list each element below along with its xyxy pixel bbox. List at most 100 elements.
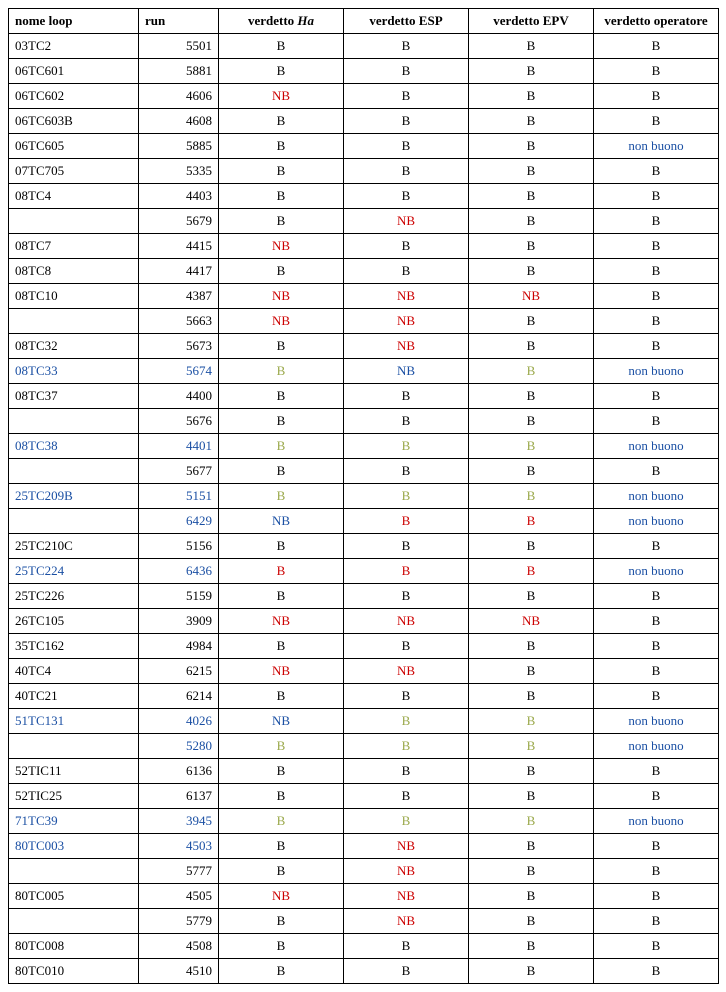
cell-epv: B	[469, 559, 594, 584]
table-row: 08TC335674BNBBnon buono	[9, 359, 719, 384]
table-row: 52TIC256137BBBB	[9, 784, 719, 809]
cell-esp: B	[344, 784, 469, 809]
cell-name: 25TC210C	[9, 534, 139, 559]
cell-run: 4503	[139, 834, 219, 859]
cell-run: 4400	[139, 384, 219, 409]
cell-esp: NB	[344, 859, 469, 884]
cell-run: 6136	[139, 759, 219, 784]
cell-name	[9, 459, 139, 484]
cell-op: non buono	[594, 359, 719, 384]
cell-epv: B	[469, 759, 594, 784]
cell-esp: B	[344, 159, 469, 184]
cell-op: B	[594, 609, 719, 634]
table-header-row: nome loop run verdetto Ha verdetto ESP v…	[9, 9, 719, 34]
table-row: 40TC46215NBNBBB	[9, 659, 719, 684]
table-row: 35TC1624984BBBB	[9, 634, 719, 659]
cell-esp: B	[344, 809, 469, 834]
table-row: 5663NBNBBB	[9, 309, 719, 334]
cell-run: 6215	[139, 659, 219, 684]
cell-name: 35TC162	[9, 634, 139, 659]
cell-op: B	[594, 184, 719, 209]
cell-run: 6436	[139, 559, 219, 584]
cell-epv: B	[469, 359, 594, 384]
cell-op: B	[594, 934, 719, 959]
cell-esp: B	[344, 384, 469, 409]
cell-ha: B	[219, 159, 344, 184]
cell-ha: B	[219, 384, 344, 409]
cell-name: 06TC605	[9, 134, 139, 159]
cell-op: non buono	[594, 509, 719, 534]
cell-op: B	[594, 684, 719, 709]
cell-epv: B	[469, 709, 594, 734]
table-row: 25TC210C5156BBBB	[9, 534, 719, 559]
cell-name: 08TC10	[9, 284, 139, 309]
cell-op: B	[594, 34, 719, 59]
cell-op: B	[594, 209, 719, 234]
cell-ha: NB	[219, 884, 344, 909]
cell-run: 4510	[139, 959, 219, 984]
cell-ha: NB	[219, 509, 344, 534]
cell-ha: NB	[219, 284, 344, 309]
cell-ha: B	[219, 534, 344, 559]
cell-ha: NB	[219, 84, 344, 109]
cell-esp: NB	[344, 309, 469, 334]
table-row: 80TC0034503BNBBB	[9, 834, 719, 859]
table-row: 80TC0104510BBBB	[9, 959, 719, 984]
cell-op: B	[594, 634, 719, 659]
cell-epv: B	[469, 534, 594, 559]
cell-name: 06TC601	[9, 59, 139, 84]
cell-run: 4608	[139, 109, 219, 134]
table-row: 08TC325673BNBBB	[9, 334, 719, 359]
cell-epv: B	[469, 809, 594, 834]
table-row: 08TC44403BBBB	[9, 184, 719, 209]
cell-esp: B	[344, 484, 469, 509]
cell-esp: B	[344, 759, 469, 784]
cell-op: B	[594, 334, 719, 359]
cell-esp: B	[344, 134, 469, 159]
cell-epv: B	[469, 384, 594, 409]
table-body: 03TC25501BBBB06TC6015881BBBB06TC6024606N…	[9, 34, 719, 984]
cell-epv: B	[469, 584, 594, 609]
cell-epv: B	[469, 684, 594, 709]
cell-epv: B	[469, 84, 594, 109]
cell-name	[9, 509, 139, 534]
cell-ha: B	[219, 634, 344, 659]
cell-op: non buono	[594, 734, 719, 759]
cell-run: 5777	[139, 859, 219, 884]
cell-name: 80TC005	[9, 884, 139, 909]
col-header-op: verdetto operatore	[594, 9, 719, 34]
cell-op: non buono	[594, 559, 719, 584]
table-row: 5679BNBBB	[9, 209, 719, 234]
table-row: 5777BNBBB	[9, 859, 719, 884]
cell-epv: B	[469, 34, 594, 59]
cell-ha: NB	[219, 234, 344, 259]
cell-run: 4415	[139, 234, 219, 259]
cell-run: 5156	[139, 534, 219, 559]
cell-name: 03TC2	[9, 34, 139, 59]
cell-epv: B	[469, 859, 594, 884]
table-row: 26TC1053909NBNBNBB	[9, 609, 719, 634]
cell-esp: B	[344, 584, 469, 609]
table-row: 80TC0054505NBNBBB	[9, 884, 719, 909]
cell-epv: NB	[469, 284, 594, 309]
table-row: 06TC6024606NBBBB	[9, 84, 719, 109]
col-header-ha-prefix: verdetto	[248, 13, 297, 28]
cell-name: 80TC003	[9, 834, 139, 859]
cell-epv: B	[469, 459, 594, 484]
cell-ha: B	[219, 684, 344, 709]
cell-name: 08TC32	[9, 334, 139, 359]
cell-name: 40TC21	[9, 684, 139, 709]
cell-ha: B	[219, 834, 344, 859]
cell-ha: B	[219, 934, 344, 959]
cell-ha: B	[219, 209, 344, 234]
cell-ha: B	[219, 359, 344, 384]
cell-esp: B	[344, 509, 469, 534]
cell-epv: B	[469, 834, 594, 859]
cell-run: 5881	[139, 59, 219, 84]
cell-op: B	[594, 459, 719, 484]
cell-ha: NB	[219, 609, 344, 634]
table-row: 5677BBBB	[9, 459, 719, 484]
cell-name: 25TC226	[9, 584, 139, 609]
cell-name: 08TC7	[9, 234, 139, 259]
cell-esp: NB	[344, 609, 469, 634]
